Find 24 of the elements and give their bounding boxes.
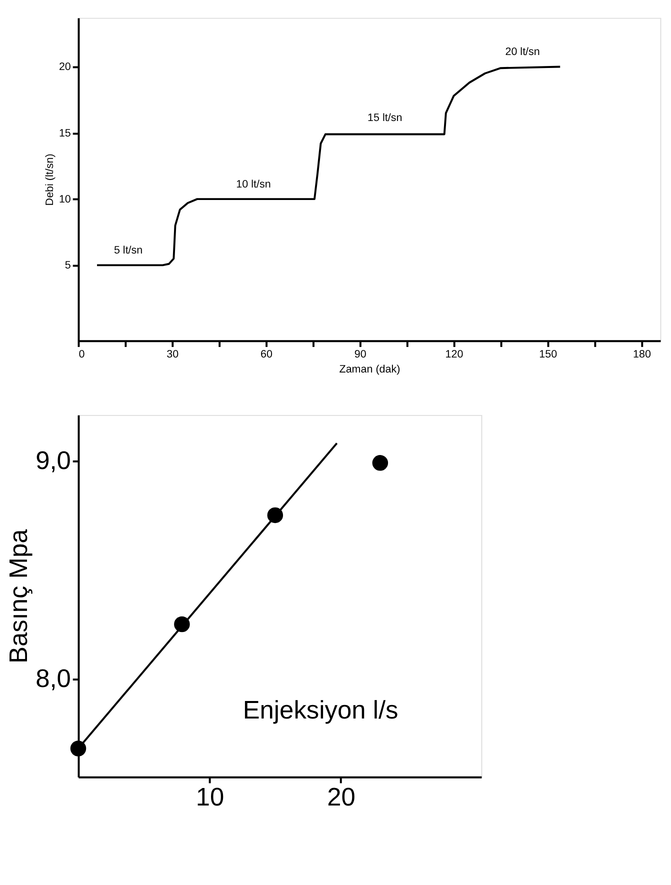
- x-tick-label: 0: [78, 348, 85, 361]
- line-series: [96, 66, 562, 266]
- annotation: 10 lt/sn: [236, 178, 271, 190]
- x-tick-label: 30: [166, 348, 179, 361]
- y-tick-label: 8,0: [36, 665, 71, 694]
- y-tick-label: 10: [58, 193, 71, 206]
- annotation: 5 lt/sn: [114, 244, 143, 256]
- annotation: 20 lt/sn: [505, 46, 540, 58]
- point: [372, 455, 388, 471]
- y-axis-title: Debi (lt/sn): [44, 154, 56, 206]
- y-tick-label: 15: [58, 127, 71, 140]
- x-tick-label: 180: [632, 348, 651, 361]
- annotation: 15 lt/sn: [368, 112, 402, 124]
- y-axis-title: Basınç Mpa: [4, 528, 33, 664]
- y-tick-label: 20: [58, 61, 71, 74]
- x-axis-title: Enjeksiyon l/s: [242, 696, 398, 724]
- x-tick-label: 90: [354, 348, 366, 361]
- y-tick-label: 5: [64, 260, 71, 272]
- x-tick-label: 120: [445, 348, 464, 361]
- x-axis-title: Zaman (dak): [339, 363, 400, 376]
- point: [70, 740, 86, 756]
- x-tick-label: 60: [260, 348, 272, 361]
- x-tick-label: 150: [539, 348, 558, 361]
- y-tick-label: 9,0: [36, 447, 71, 476]
